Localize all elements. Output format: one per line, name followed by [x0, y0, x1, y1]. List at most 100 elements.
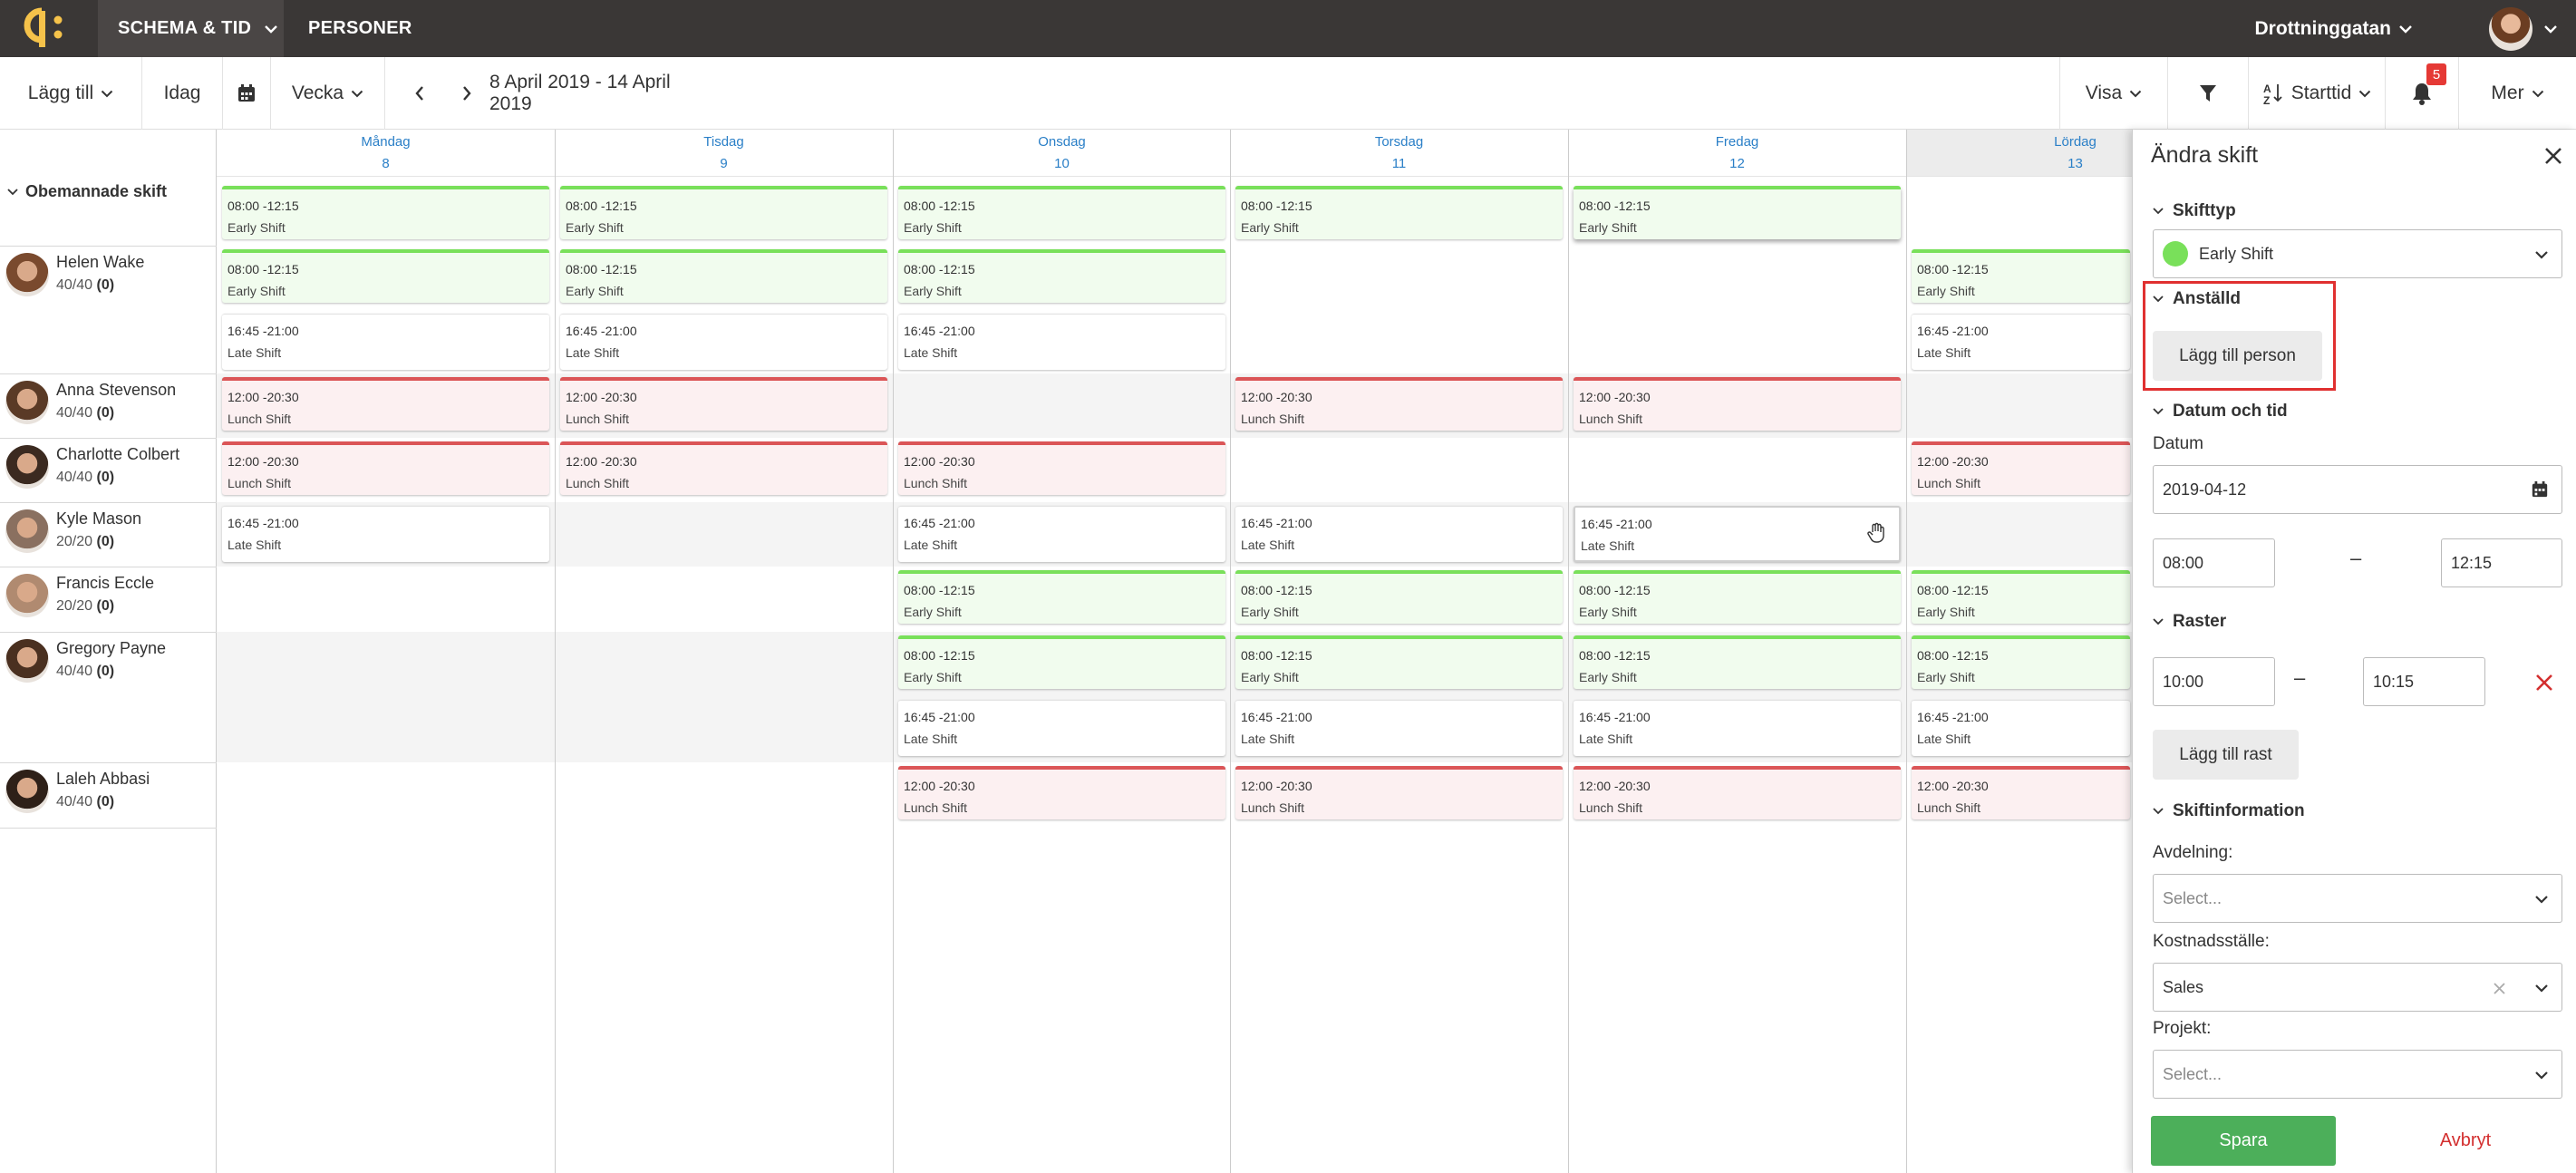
shift-card-early[interactable]: 08:00 -12:15 Early Shift — [898, 186, 1225, 239]
shift-card-early[interactable]: 08:00 -12:15 Early Shift — [1912, 570, 2130, 624]
shifttype-select[interactable]: Early Shift — [2153, 229, 2562, 278]
shift-name: Late Shift — [1241, 732, 1295, 746]
nav-schema-tid[interactable]: SCHEMA & TID — [98, 0, 284, 57]
filter-icon[interactable] — [2168, 57, 2248, 130]
row-divider — [0, 502, 217, 503]
shift-card-lunch[interactable]: 12:00 -20:30 Lunch Shift — [222, 377, 549, 431]
shift-card-late[interactable]: 16:45 -21:00 Late Shift — [898, 506, 1225, 562]
employee-name[interactable]: Francis Eccle — [56, 574, 155, 592]
shift-card-lunch[interactable]: 12:00 -20:30 Lunch Shift — [898, 766, 1225, 819]
project-select[interactable]: Select... — [2153, 1050, 2562, 1099]
add-button[interactable]: Lägg till — [0, 57, 141, 130]
section-breaks[interactable]: Raster — [2153, 612, 2226, 632]
date-input[interactable]: 2019-04-12 — [2153, 465, 2562, 514]
remove-break-icon[interactable] — [2534, 673, 2554, 693]
shift-card-late[interactable]: 16:45 -21:00 Late Shift — [1574, 700, 1901, 756]
shift-card-late[interactable]: 16:45 -21:00 Late Shift — [898, 700, 1225, 756]
sort-label: Starttid — [2290, 82, 2352, 103]
shift-card-lunch[interactable]: 12:00 -20:30 Lunch Shift — [1235, 377, 1563, 431]
shift-card-early[interactable]: 08:00 -12:15 Early Shift — [1235, 186, 1563, 239]
employee-name[interactable]: Helen Wake — [56, 253, 145, 271]
calendar-icon[interactable] — [2531, 480, 2549, 499]
section-shift-info[interactable]: Skiftinformation — [2153, 801, 2305, 821]
shift-card-early[interactable]: 08:00 -12:15 Early Shift — [1574, 635, 1901, 689]
cancel-button[interactable]: Avbryt — [2439, 1130, 2492, 1150]
shift-card-late[interactable]: 16:45 -21:00 Late Shift — [1574, 506, 1901, 562]
notifications-button[interactable]: 5 — [2386, 57, 2458, 130]
shift-time: 08:00 -12:15 — [1579, 199, 1651, 213]
app-logo-icon[interactable] — [16, 5, 71, 51]
close-icon[interactable] — [2540, 142, 2567, 170]
shift-card-late[interactable]: 16:45 -21:00 Late Shift — [222, 314, 549, 370]
shift-card-early[interactable]: 08:00 -12:15 Early Shift — [1235, 570, 1563, 624]
more-button[interactable]: Mer — [2459, 57, 2576, 130]
shift-card-early[interactable]: 08:00 -12:15 Early Shift — [1574, 570, 1901, 624]
shift-card-lunch[interactable]: 12:00 -20:30 Lunch Shift — [1912, 766, 2130, 819]
today-button[interactable]: Idag — [163, 82, 201, 103]
shift-card-late[interactable]: 16:45 -21:00 Late Shift — [222, 506, 549, 562]
employee-name[interactable]: Anna Stevenson — [56, 381, 177, 399]
period-selector[interactable]: Vecka — [271, 57, 384, 130]
shift-card-lunch[interactable]: 12:00 -20:30 Lunch Shift — [1912, 441, 2130, 495]
day-header-0[interactable]: Måndag 8 — [217, 130, 555, 177]
shift-card-early[interactable]: 08:00 -12:15 Early Shift — [1235, 635, 1563, 689]
section-datetime[interactable]: Datum och tid — [2153, 402, 2288, 422]
shift-card-early[interactable]: 08:00 -12:15 Early Shift — [222, 186, 549, 239]
view-button[interactable]: Visa — [2060, 57, 2167, 130]
shift-card-late[interactable]: 16:45 -21:00 Late Shift — [1235, 700, 1563, 756]
shift-card-late[interactable]: 16:45 -21:00 Late Shift — [1235, 506, 1563, 562]
day-header-1[interactable]: Tisdag 9 — [555, 130, 893, 177]
shift-card-lunch[interactable]: 12:00 -20:30 Lunch Shift — [898, 441, 1225, 495]
shift-card-late[interactable]: 16:45 -21:00 Late Shift — [1912, 700, 2130, 756]
shift-card-early[interactable]: 08:00 -12:15 Early Shift — [1574, 186, 1901, 239]
section-shifttype[interactable]: Skifttyp — [2153, 201, 2236, 221]
shift-card-early[interactable]: 08:00 -12:15 Early Shift — [898, 249, 1225, 303]
shift-card-lunch[interactable]: 12:00 -20:30 Lunch Shift — [560, 377, 887, 431]
save-button[interactable]: Spara — [2151, 1116, 2336, 1166]
day-header-4[interactable]: Fredag 12 — [1568, 130, 1906, 177]
shift-card-late[interactable]: 16:45 -21:00 Late Shift — [1912, 314, 2130, 370]
unassigned-shifts-row[interactable]: Obemannade skift — [7, 182, 167, 201]
employee-name[interactable]: Charlotte Colbert — [56, 445, 180, 463]
department-select[interactable]: Select... — [2153, 874, 2562, 923]
break-end-input[interactable]: 10:15 — [2363, 657, 2485, 706]
shift-card-early[interactable]: 08:00 -12:15 Early Shift — [898, 570, 1225, 624]
shift-card-lunch[interactable]: 12:00 -20:30 Lunch Shift — [1235, 766, 1563, 819]
shift-card-early[interactable]: 08:00 -12:15 Early Shift — [222, 249, 549, 303]
shift-card-lunch[interactable]: 12:00 -20:30 Lunch Shift — [222, 441, 549, 495]
shift-name: Lunch Shift — [1917, 800, 1981, 815]
employee-name[interactable]: Gregory Payne — [56, 639, 167, 657]
shift-card-lunch[interactable]: 12:00 -20:30 Lunch Shift — [1574, 766, 1901, 819]
shift-time: 16:45 -21:00 — [904, 324, 975, 338]
day-name: Tisdag — [703, 134, 744, 150]
previous-week-icon[interactable] — [404, 57, 435, 130]
next-week-icon[interactable] — [451, 57, 482, 130]
shift-card-lunch[interactable]: 12:00 -20:30 Lunch Shift — [560, 441, 887, 495]
shift-card-late[interactable]: 16:45 -21:00 Late Shift — [560, 314, 887, 370]
nav-personer[interactable]: PERSONER — [308, 18, 412, 38]
shift-card-lunch[interactable]: 12:00 -20:30 Lunch Shift — [1574, 377, 1901, 431]
user-menu[interactable] — [2489, 7, 2558, 51]
shift-card-late[interactable]: 16:45 -21:00 Late Shift — [898, 314, 1225, 370]
shift-card-early[interactable]: 08:00 -12:15 Early Shift — [560, 186, 887, 239]
location-selector[interactable]: Drottninggatan — [2255, 0, 2413, 57]
shift-card-early[interactable]: 08:00 -12:15 Early Shift — [560, 249, 887, 303]
add-person-button[interactable]: Lägg till person — [2153, 331, 2322, 381]
shift-card-early[interactable]: 08:00 -12:15 Early Shift — [1912, 635, 2130, 689]
employee-name[interactable]: Laleh Abbasi — [56, 770, 150, 788]
break-start-input[interactable]: 10:00 — [2153, 657, 2275, 706]
notification-count-badge: 5 — [2426, 63, 2446, 85]
start-time-input[interactable]: 08:00 — [2153, 538, 2275, 587]
clear-icon[interactable] — [2494, 983, 2505, 994]
section-employee[interactable]: Anställd — [2153, 289, 2241, 309]
shift-card-early[interactable]: 08:00 -12:15 Early Shift — [1912, 249, 2130, 303]
employee-name[interactable]: Kyle Mason — [56, 509, 142, 528]
calendar-icon[interactable] — [223, 57, 270, 130]
costcenter-select[interactable]: Sales — [2153, 963, 2562, 1012]
day-header-2[interactable]: Onsdag 10 — [893, 130, 1231, 177]
end-time-input[interactable]: 12:15 — [2441, 538, 2562, 587]
day-header-3[interactable]: Torsdag 11 — [1230, 130, 1568, 177]
add-break-button[interactable]: Lägg till rast — [2153, 730, 2299, 780]
shift-card-early[interactable]: 08:00 -12:15 Early Shift — [898, 635, 1225, 689]
